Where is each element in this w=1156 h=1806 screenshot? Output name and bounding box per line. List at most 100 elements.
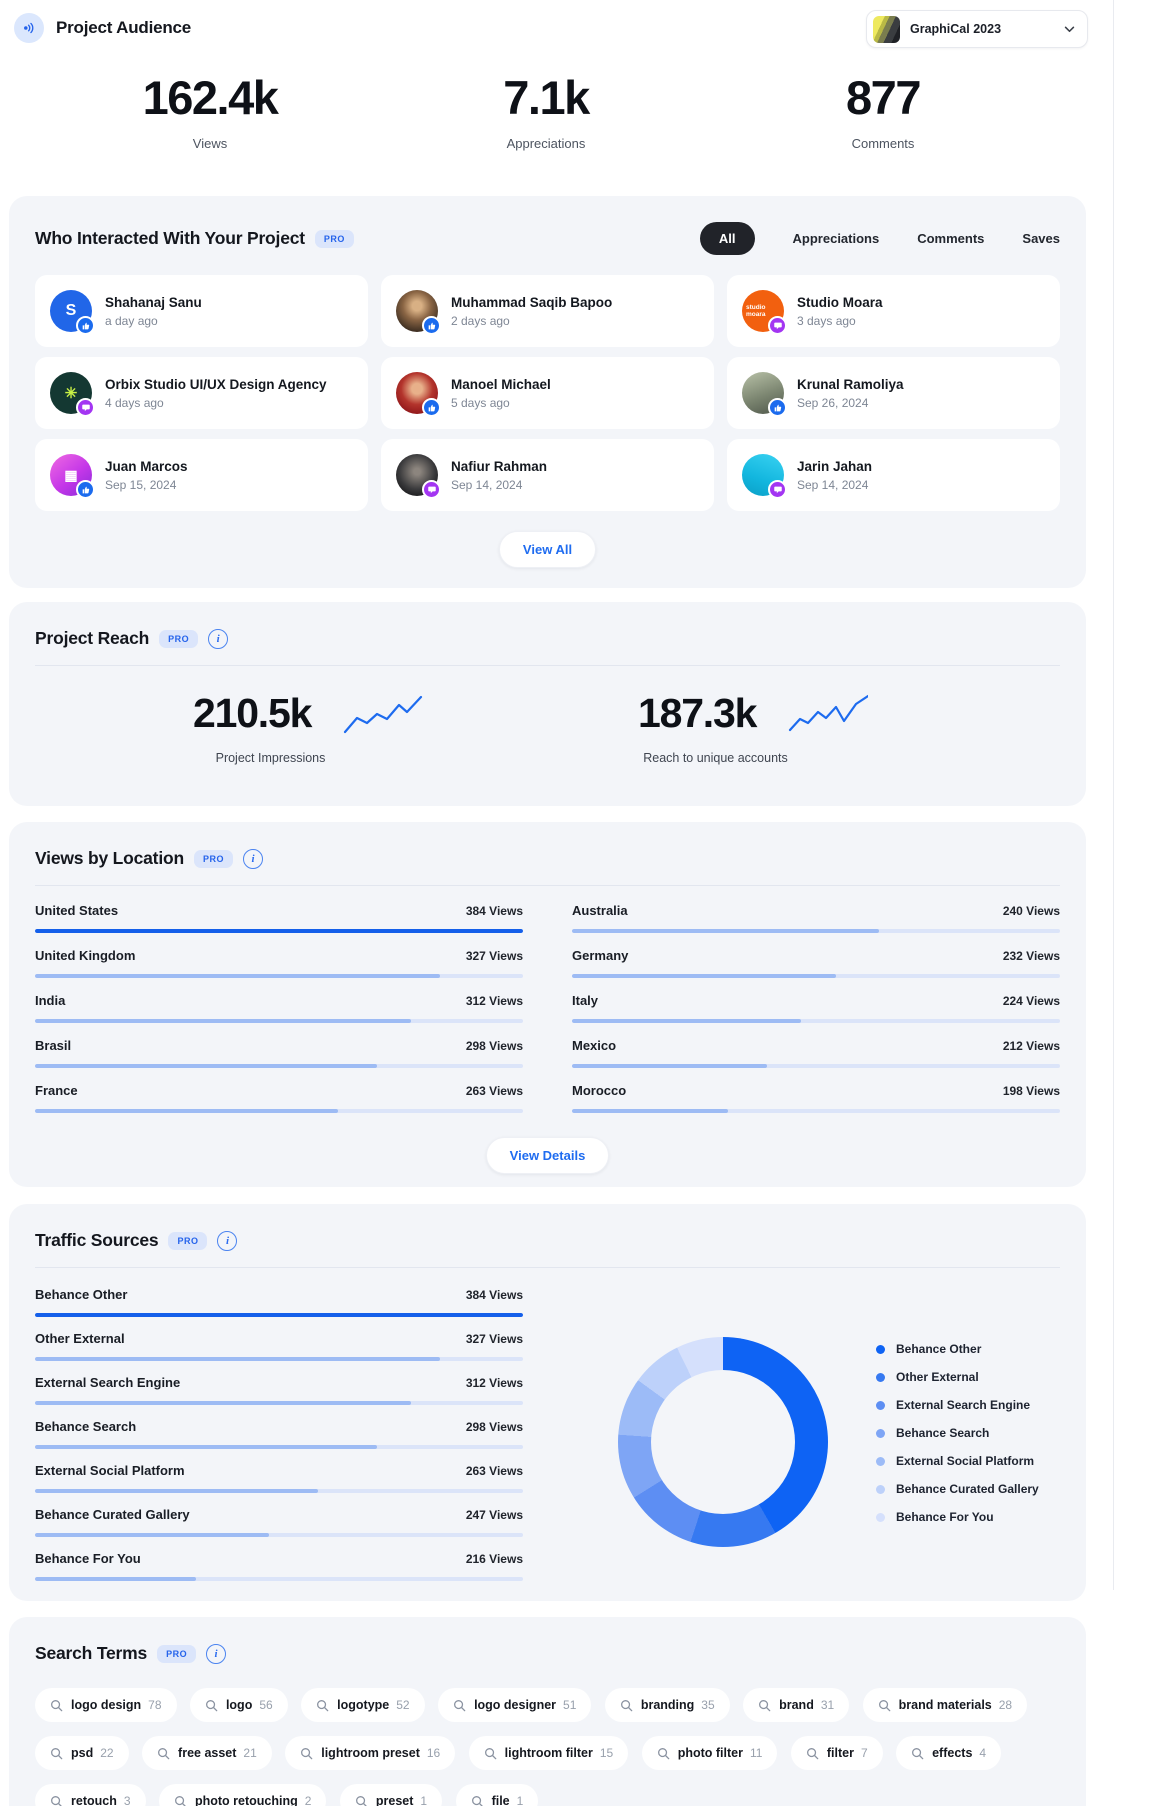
info-icon[interactable]: i (208, 628, 229, 649)
location-column-left: United States 384 Views United Kingdom 327… (35, 903, 523, 1113)
info-icon[interactable]: i (206, 1643, 227, 1664)
location-columns: United States 384 Views United Kingdom 327… (35, 886, 1060, 1113)
location-row: United Kingdom 327 Views (35, 948, 523, 978)
info-icon[interactable]: i (217, 1230, 238, 1251)
search-term-chip[interactable]: logo design 78 (35, 1688, 177, 1722)
tab-all[interactable]: All (699, 222, 755, 255)
location-name: Morocco (572, 1083, 627, 1098)
view-all-button[interactable]: View All (498, 531, 597, 568)
search-term-chip[interactable]: logo designer 51 (438, 1688, 592, 1722)
source-views: 216 Views (465, 1552, 523, 1566)
tab-comments[interactable]: Comments (917, 231, 985, 246)
legend-dot (876, 1484, 885, 1494)
search-icon (51, 1699, 63, 1711)
comment-badge-icon (768, 316, 787, 335)
legend-item: Behance Search (876, 1426, 1039, 1440)
reach-sparkline (789, 694, 869, 732)
page-title: Project Audience (56, 18, 192, 37)
interaction-card[interactable]: Nafiur Rahman Sep 14, 2024 (381, 439, 714, 511)
search-term-chip[interactable]: preset 1 (339, 1784, 443, 1806)
term-text: photo retouching (194, 1794, 298, 1806)
interaction-card[interactable]: Manoel Michael 5 days ago (381, 357, 714, 429)
traffic-row: Other External 327 Views (35, 1331, 523, 1361)
search-term-chip[interactable]: branding 35 (604, 1688, 730, 1722)
interaction-card[interactable]: ▦ Juan Marcos Sep 15, 2024 (35, 439, 368, 511)
interaction-card[interactable]: Jarin Jahan Sep 14, 2024 (727, 439, 1060, 511)
search-icon (620, 1699, 633, 1711)
interaction-time: Sep 14, 2024 (797, 477, 869, 492)
interaction-card[interactable]: Krunal Ramoliya Sep 26, 2024 (727, 357, 1060, 429)
term-text: filter (826, 1746, 854, 1760)
term-count: 21 (243, 1746, 257, 1760)
views-value: 162.4k (142, 71, 279, 124)
appreciations-label: Appreciations (506, 136, 586, 151)
location-row: Brasil 298 Views (35, 1038, 523, 1068)
search-term-chip[interactable]: lightroom filter 15 (468, 1736, 629, 1770)
term-count: 51 (563, 1698, 577, 1712)
location-name: France (35, 1083, 78, 1098)
search-term-row: retouch 3 photo retouching 2 preset 1 file 1 (9, 1784, 1086, 1806)
reach-label: Reach to unique accounts (643, 751, 788, 765)
location-views: 198 Views (1002, 1084, 1060, 1098)
search-term-chip[interactable]: filter 7 (790, 1736, 883, 1770)
search-icon (317, 1699, 329, 1711)
search-term-chip[interactable]: logotype 52 (301, 1688, 425, 1722)
search-icon (878, 1699, 891, 1711)
search-term-chip[interactable]: psd 22 (35, 1736, 129, 1770)
interaction-time: 4 days ago (105, 395, 164, 410)
search-icon (51, 1795, 63, 1806)
traffic-donut-chart (618, 1337, 828, 1547)
legend-item: Behance For You (876, 1510, 1039, 1524)
divider (35, 885, 1060, 886)
search-term-chip[interactable]: free asset 21 (142, 1736, 272, 1770)
view-details-button[interactable]: View Details (485, 1137, 610, 1174)
term-count: 15 (599, 1746, 614, 1760)
search-term-chip[interactable]: photo filter 11 (641, 1736, 778, 1770)
search-term-chip[interactable]: brand materials 28 (862, 1688, 1028, 1722)
location-name: India (35, 993, 66, 1008)
term-count: 52 (396, 1698, 410, 1712)
term-count: 22 (100, 1746, 114, 1760)
source-name: External Social Platform (35, 1463, 185, 1478)
location-views: 224 Views (1002, 994, 1060, 1008)
interaction-time: a day ago (105, 313, 158, 328)
legend-dot (876, 1400, 885, 1410)
project-selector-dropdown[interactable]: GraphiCal 2023 (866, 10, 1088, 48)
tab-appreciations[interactable]: Appreciations (792, 231, 880, 246)
appreciation-badge-icon (422, 398, 441, 417)
tab-saves[interactable]: Saves (1022, 231, 1060, 246)
term-text: branding (640, 1698, 695, 1712)
divider (35, 665, 1060, 666)
source-name: Behance Other (35, 1287, 128, 1302)
interaction-card[interactable]: Muhammad Saqib Bapoo 2 days ago (381, 275, 714, 347)
location-name: Mexico (572, 1038, 617, 1053)
interaction-card[interactable]: S Shahanaj Sanu a day ago (35, 275, 368, 347)
project-thumbnail (873, 15, 900, 43)
legend-label: External Social Platform (896, 1454, 1035, 1468)
interaction-card[interactable]: ✳ Orbix Studio UI/UX Design Agency 4 day… (35, 357, 368, 429)
search-term-chip[interactable]: lightroom preset 16 (285, 1736, 456, 1770)
interaction-time: 2 days ago (451, 313, 510, 328)
interaction-card[interactable]: studio moara Studio Moara 3 days ago (727, 275, 1060, 347)
info-icon[interactable]: i (242, 848, 263, 869)
search-term-chip[interactable]: photo retouching 2 (158, 1784, 327, 1806)
source-name: Other External (35, 1331, 125, 1346)
page-header: Project Audience (14, 13, 191, 43)
location-views: 327 Views (465, 949, 523, 963)
legend-item: Behance Other (876, 1342, 1039, 1356)
search-icon (806, 1747, 819, 1759)
search-term-chip[interactable]: file 1 (455, 1784, 539, 1806)
impressions-sparkline (344, 695, 423, 734)
interaction-tabs: All Appreciations Comments Saves (699, 222, 1060, 255)
legend-item: External Search Engine (876, 1398, 1039, 1412)
search-term-chip[interactable]: logo 56 (189, 1688, 288, 1722)
search-term-chip[interactable]: retouch 3 (35, 1784, 146, 1806)
search-icon (205, 1699, 218, 1711)
search-term-chip[interactable]: brand 31 (743, 1688, 850, 1722)
search-term-chip[interactable]: effects 4 (896, 1736, 1002, 1770)
term-count: 35 (701, 1698, 715, 1712)
traffic-source-list: Behance Other 384 Views Other External 327… (35, 1287, 523, 1581)
term-text: psd (71, 1746, 94, 1760)
user-name: Nafiur Rahman (451, 458, 548, 474)
views-by-location-title: Views by Location (35, 848, 184, 868)
